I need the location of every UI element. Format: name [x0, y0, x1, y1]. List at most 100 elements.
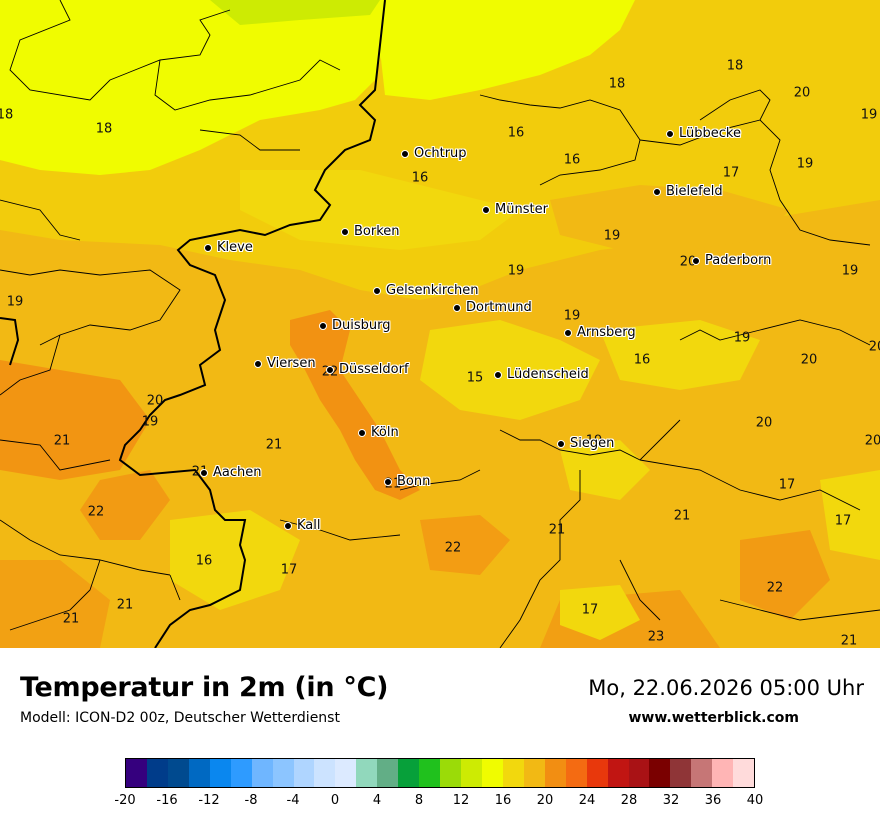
forecast-datetime: Mo, 22.06.2026 05:00 Uhr [588, 676, 864, 700]
city-label: Münster [495, 202, 548, 217]
color-scale-tick-label: 36 [704, 793, 722, 808]
temperature-value: 17 [581, 602, 599, 618]
temperature-value: 18 [726, 58, 744, 74]
color-scale-tick-label: -16 [156, 793, 178, 808]
color-scale-swatch [167, 759, 189, 787]
city-marker-luebbecke: Lübbecke [666, 126, 741, 141]
temperature-value: 18 [0, 107, 14, 123]
color-scale-swatch [502, 759, 524, 787]
city-marker-bielefeld: Bielefeld [653, 184, 723, 199]
temperature-map: 18 18 18 20 19 16 16 18 16 19 17 19 19 2… [0, 0, 880, 649]
website-link[interactable]: www.wetterblick.com [628, 710, 800, 726]
color-scale-swatch [461, 759, 482, 787]
city-marker-duesseldorf: Düsseldorf [326, 362, 409, 377]
color-scale-tick-label: -12 [198, 793, 220, 808]
city-label: Borken [354, 224, 400, 239]
color-scale-swatch [712, 759, 734, 787]
temperature-value: 20 [755, 415, 773, 431]
temperature-value: 22 [766, 580, 784, 596]
temperature-value: 16 [195, 553, 213, 569]
temperature-value: 19 [507, 263, 525, 279]
map-footer: Temperatur in 2m (in °C) Modell: ICON-D2… [0, 648, 880, 830]
city-label: Lübbecke [679, 126, 741, 141]
color-scale-swatch [356, 759, 378, 787]
city-dot-icon [557, 439, 565, 448]
city-dot-icon [326, 365, 334, 374]
city-dot-icon [453, 303, 461, 312]
color-scale-tick-label: 8 [414, 793, 424, 808]
city-dot-icon [494, 370, 502, 379]
temperature-value: 19 [141, 414, 159, 430]
city-dot-icon [254, 359, 262, 368]
temperature-value: 19 [6, 294, 24, 310]
color-scale-swatch [146, 759, 168, 787]
temperature-value: 19 [603, 228, 621, 244]
temperature-value: 19 [733, 330, 751, 346]
color-scale-swatch [481, 759, 503, 787]
color-scale-tick-label: 0 [330, 793, 340, 808]
color-scale-swatch [335, 759, 357, 787]
model-source: Modell: ICON-D2 00z, Deutscher Wetterdie… [20, 710, 340, 726]
color-scale-swatch [670, 759, 692, 787]
city-marker-dortmund: Dortmund [453, 300, 532, 315]
color-scale-swatch [251, 759, 273, 787]
color-scale-swatch [691, 759, 713, 787]
city-label: Viersen [267, 356, 316, 371]
color-scale-swatch [544, 759, 566, 787]
city-label: Lüdenscheid [507, 367, 589, 382]
temperature-value: 23 [647, 629, 665, 645]
color-scale-swatch [126, 759, 147, 787]
color-scale-tick-label: 32 [662, 793, 680, 808]
city-marker-viersen: Viersen [254, 356, 316, 371]
temperature-value: 19 [860, 107, 878, 123]
color-scale-swatch [209, 759, 231, 787]
color-scale-tick-label: 12 [452, 793, 470, 808]
color-scale-tick-label: 28 [620, 793, 638, 808]
city-label: Duisburg [332, 318, 391, 333]
city-label: Paderborn [705, 253, 772, 268]
color-scale-swatch [377, 759, 399, 787]
city-marker-paderborn: Paderborn [692, 253, 771, 268]
city-marker-kleve: Kleve [204, 240, 253, 255]
city-label: Gelsenkirchen [386, 283, 479, 298]
temperature-value: 21 [548, 522, 566, 538]
city-marker-gelsenkirchen: Gelsenkirchen [373, 283, 479, 298]
city-marker-siegen: Siegen [557, 436, 614, 451]
city-label: Siegen [570, 436, 615, 451]
color-scale-swatch [440, 759, 461, 787]
city-marker-duisburg: Duisburg [319, 318, 391, 333]
city-dot-icon [401, 149, 409, 158]
city-dot-icon [319, 321, 327, 330]
color-scale-swatch [314, 759, 336, 787]
temperature-value: 20 [800, 352, 818, 368]
color-scale [125, 758, 755, 788]
city-dot-icon [341, 227, 349, 236]
color-scale-tick-label: -20 [114, 793, 136, 808]
city-dot-icon [200, 468, 208, 477]
temperature-value: 20 [864, 433, 880, 449]
temperature-value: 17 [722, 165, 740, 181]
city-marker-borken: Borken [341, 224, 400, 239]
temperature-value: 21 [116, 597, 134, 613]
color-scale-swatch [398, 759, 420, 787]
temperature-field [0, 0, 880, 648]
city-dot-icon [358, 428, 366, 437]
city-label: Aachen [213, 465, 262, 480]
temperature-value: 21 [53, 433, 71, 449]
temperature-value: 22 [444, 540, 462, 556]
color-scale-swatch [586, 759, 608, 787]
temperature-value: 21 [265, 437, 283, 453]
city-marker-ochtrup: Ochtrup [401, 146, 467, 161]
color-scale-swatch [607, 759, 629, 787]
temperature-value: 16 [507, 125, 525, 141]
city-marker-aachen: Aachen [200, 465, 261, 480]
temperature-value: 17 [834, 513, 852, 529]
color-scale-swatch [565, 759, 587, 787]
city-dot-icon [204, 243, 212, 252]
city-dot-icon [284, 521, 292, 530]
temperature-value: 21 [840, 633, 858, 649]
temperature-value: 20 [868, 339, 880, 355]
color-scale-swatch [523, 759, 545, 787]
temperature-value: 20 [146, 393, 164, 409]
temperature-value: 15 [466, 370, 484, 386]
